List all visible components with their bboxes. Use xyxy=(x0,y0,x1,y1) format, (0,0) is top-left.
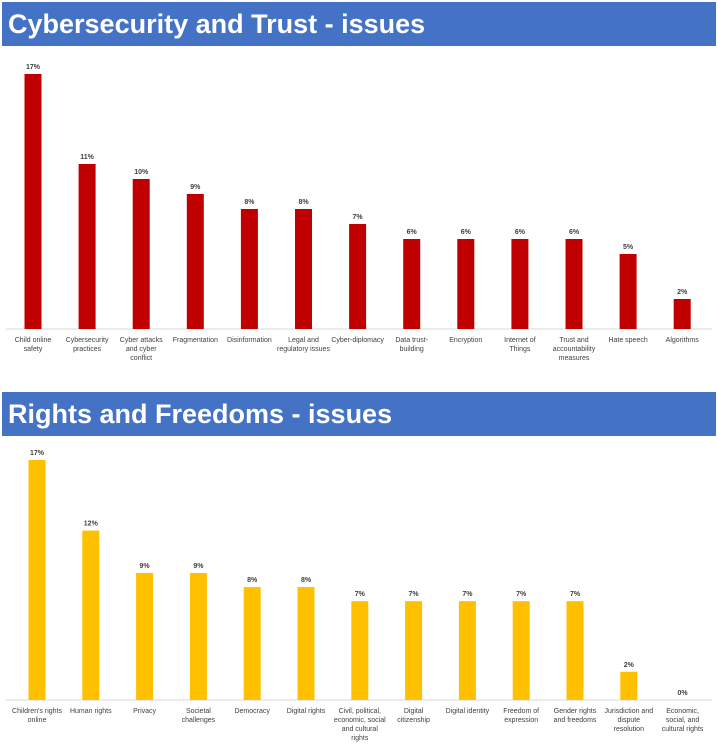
bar xyxy=(511,239,529,329)
bar xyxy=(82,530,100,700)
bar xyxy=(295,209,312,329)
bar xyxy=(405,601,423,700)
chart-1-title: Cybersecurity and Trust - issues xyxy=(2,2,716,46)
data-label: 2% xyxy=(624,662,635,669)
bar xyxy=(565,239,583,329)
tick-label: Algorithms xyxy=(666,337,700,344)
data-label: 9% xyxy=(140,563,151,570)
bar xyxy=(619,254,637,329)
data-label: 6% xyxy=(515,229,526,236)
bar xyxy=(297,587,315,700)
tick-label: Societal challenges xyxy=(182,708,216,724)
bar xyxy=(28,460,46,700)
data-label: 5% xyxy=(623,244,634,251)
tick-label: Children's rights online xyxy=(12,708,62,724)
data-label: 7% xyxy=(462,591,473,598)
data-label: 7% xyxy=(355,591,366,598)
data-label: 0% xyxy=(678,690,689,697)
data-label: 6% xyxy=(569,229,580,236)
bar xyxy=(351,601,369,700)
data-label: 2% xyxy=(677,289,688,296)
data-label: 11% xyxy=(80,154,94,161)
tick-label: Cybersecurity practices xyxy=(66,337,109,353)
data-label: 8% xyxy=(247,577,258,584)
tick-label: Digital citizenship xyxy=(397,708,430,724)
tick-label: Cyber attacks and cyber conflict xyxy=(120,337,163,362)
tick-label: Internet of Things xyxy=(504,337,536,353)
data-label: 7% xyxy=(409,591,420,598)
data-label: 7% xyxy=(516,591,527,598)
data-label: 6% xyxy=(407,229,418,236)
data-label: 9% xyxy=(190,184,201,191)
tick-label: Jurisdiction and dispute resolution xyxy=(604,708,653,733)
tick-label: Civil, political, economic, social and cul… xyxy=(334,708,386,742)
bar xyxy=(457,239,475,329)
tick-label: Hate speech xyxy=(608,337,647,344)
tick-label: Fragmentation xyxy=(173,337,218,344)
bar xyxy=(186,194,204,329)
tick-label: Encryption xyxy=(449,337,482,344)
bar xyxy=(132,179,150,329)
tick-label: Freedom of expression xyxy=(503,708,539,724)
bar xyxy=(349,224,367,329)
tick-label: Economic, social, and cultural rights xyxy=(662,708,704,733)
bar xyxy=(458,601,476,700)
data-label: 10% xyxy=(134,169,149,176)
data-label: 9% xyxy=(193,563,204,570)
bar xyxy=(136,572,154,700)
bar xyxy=(403,239,421,329)
bar xyxy=(620,671,638,700)
tick-label: Cyber-diplomacy xyxy=(331,337,384,344)
bar xyxy=(240,209,258,329)
bar xyxy=(243,587,261,700)
data-label: 6% xyxy=(461,229,472,236)
tick-label: Privacy xyxy=(133,708,156,715)
bar xyxy=(566,601,584,700)
tick-label: Disinformation xyxy=(227,337,272,344)
bar xyxy=(78,164,96,329)
data-label: 12% xyxy=(84,521,99,528)
data-label: 7% xyxy=(353,214,364,221)
tick-label: Trust and accountability measures xyxy=(553,337,596,362)
data-label: 8% xyxy=(298,199,309,206)
tick-label: Digital rights xyxy=(287,708,326,715)
data-label: 17% xyxy=(30,450,45,457)
tick-label: Human rights xyxy=(70,708,112,715)
chart-2-title: Rights and Freedoms - issues xyxy=(2,392,716,436)
bar xyxy=(189,572,207,700)
data-label: 8% xyxy=(244,199,255,206)
bar xyxy=(512,601,530,700)
chart-1: 17% Child online safety 11% Cybersecurity pra… xyxy=(6,64,712,362)
tick-label: Data trust-building xyxy=(395,337,428,353)
bar xyxy=(673,299,691,329)
tick-label: Digital identity xyxy=(446,708,490,715)
tick-label: Legal and regulatory issues xyxy=(277,337,330,353)
tick-label: Child online safety xyxy=(15,337,52,353)
data-label: 8% xyxy=(301,577,312,584)
tick-label: Democracy xyxy=(234,708,270,715)
data-label: 7% xyxy=(570,591,581,598)
tick-label: Gender rights and freedoms xyxy=(554,708,597,724)
data-label: 17% xyxy=(26,64,41,71)
bar xyxy=(24,74,42,329)
